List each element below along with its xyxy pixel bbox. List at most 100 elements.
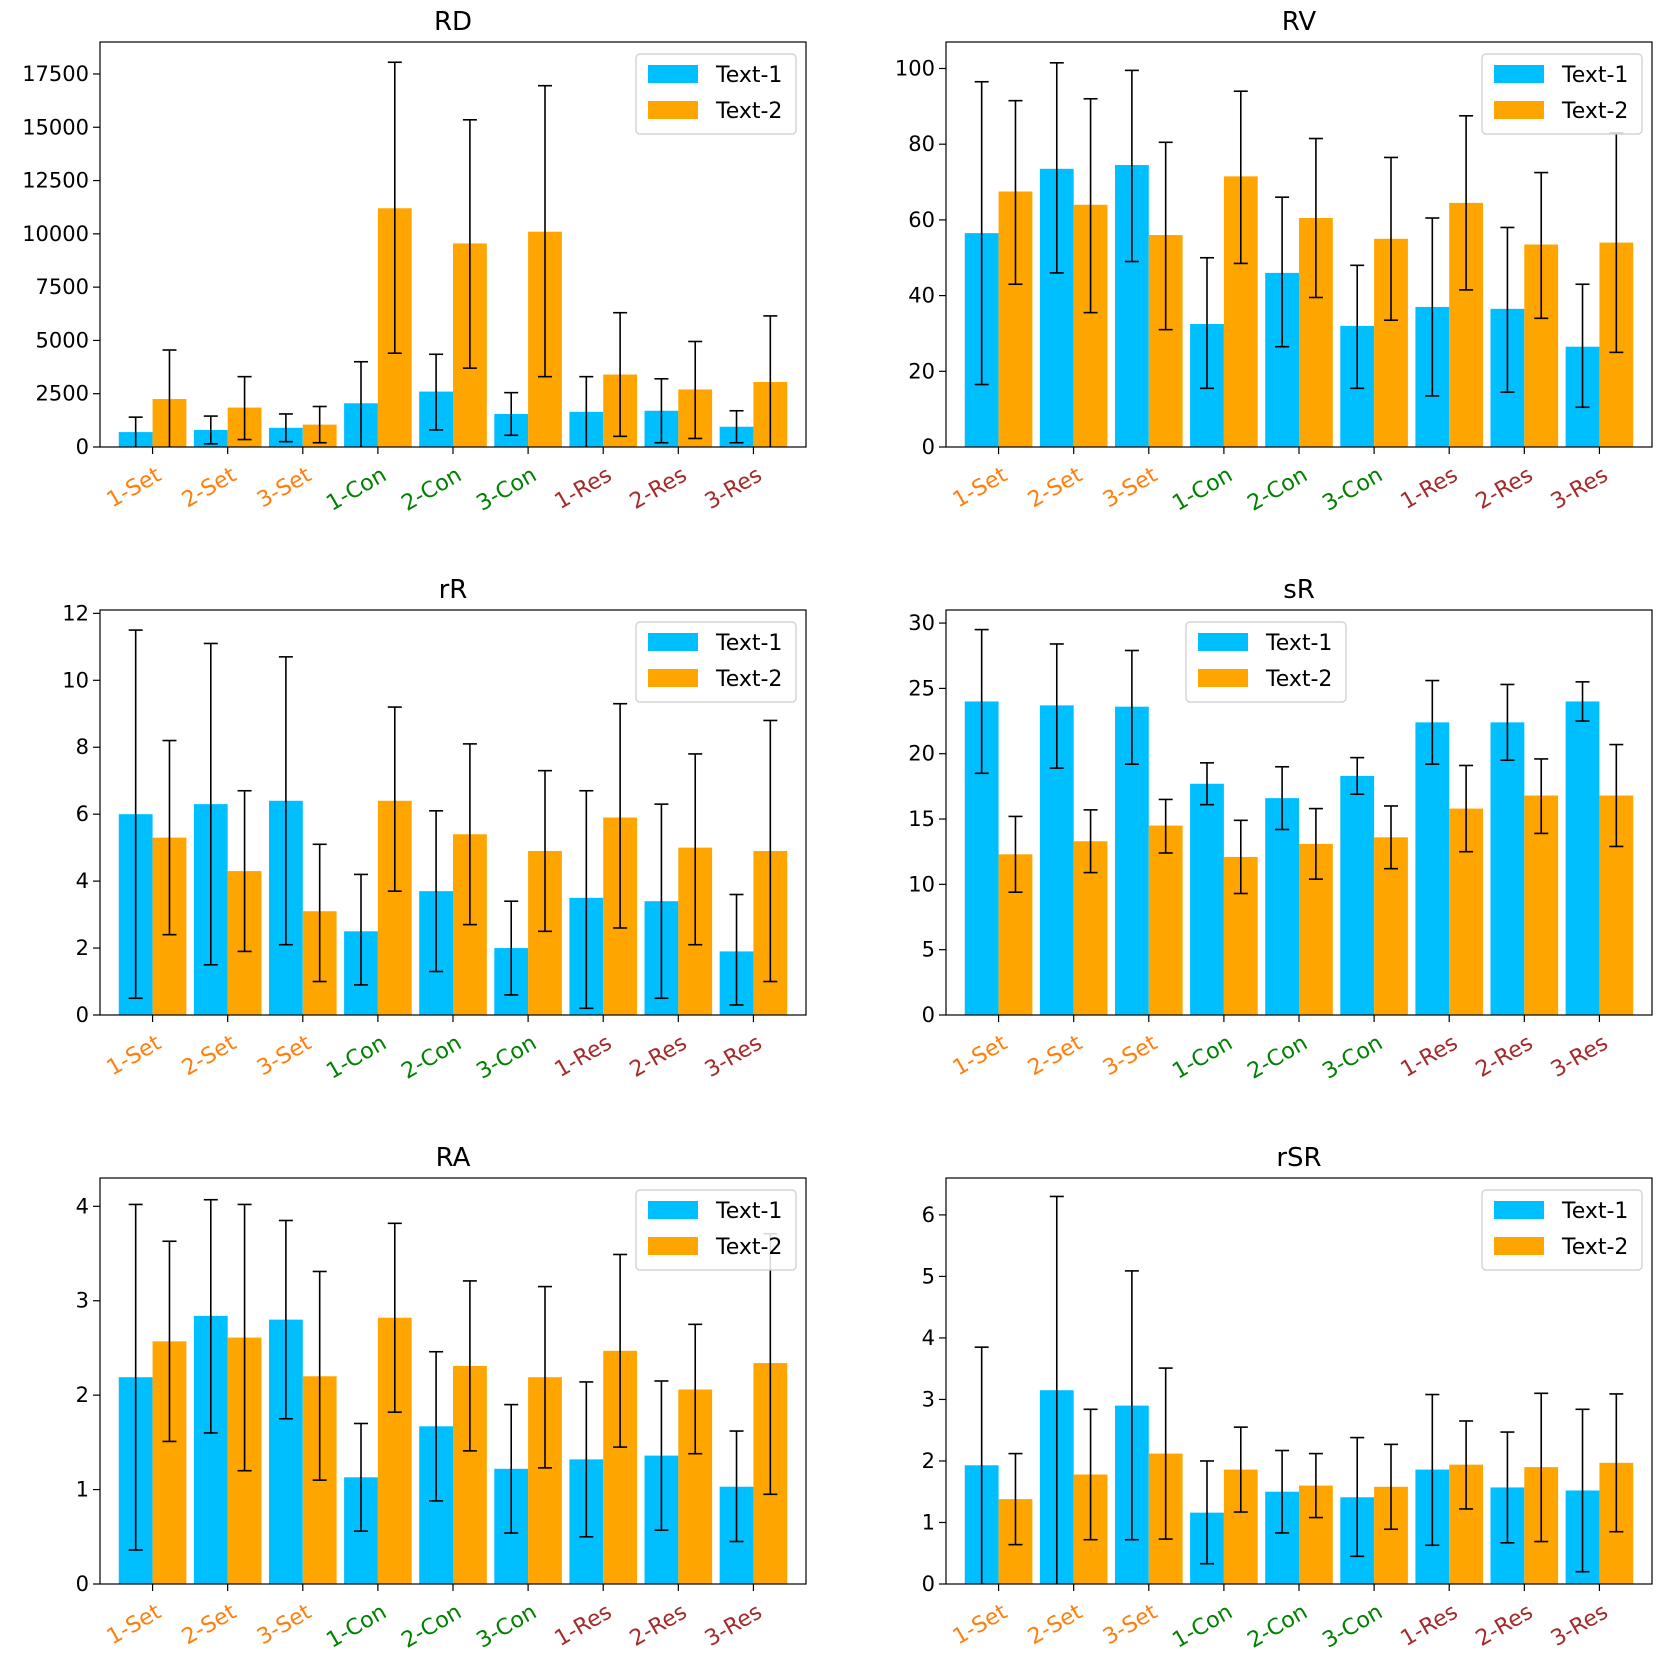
bar-text-1-3-res <box>1565 701 1600 1015</box>
x-category-label: 2-Res <box>626 1031 692 1083</box>
x-category-label: 2-Res <box>626 463 692 515</box>
x-category-label: 3-Set <box>253 1030 316 1081</box>
legend-label-2: Text-2 <box>715 1235 782 1260</box>
x-category-label: 3-Set <box>253 462 316 513</box>
x-category-label: 3-Con <box>1319 1031 1388 1085</box>
y-tick-label: 1 <box>922 1510 935 1534</box>
y-tick-label: 0 <box>76 1572 89 1596</box>
x-category-label: 3-Con <box>473 1031 542 1085</box>
x-category-label: 1-Con <box>322 1031 391 1085</box>
legend-label-2: Text-2 <box>1265 667 1332 692</box>
y-tick-label: 0 <box>922 1003 935 1027</box>
x-category-label: 3-Con <box>473 1600 542 1654</box>
legend: Text-1 Text-2 <box>635 53 797 135</box>
legend-swatch-1 <box>648 65 698 83</box>
x-category-label: 3-Set <box>1099 1599 1162 1650</box>
legend-swatch-1 <box>1198 633 1248 651</box>
legend: Text-1 Text-2 <box>1185 621 1347 703</box>
y-tick-label: 17500 <box>22 62 89 86</box>
y-tick-label: 15 <box>908 807 935 831</box>
y-tick-label: 12 <box>62 601 89 625</box>
panel-title: RA <box>436 1143 471 1173</box>
y-tick-label: 5000 <box>36 328 89 352</box>
x-category-label: 1-Set <box>103 1030 166 1081</box>
x-category-label: 3-Res <box>1547 1600 1613 1652</box>
legend-label-1: Text-1 <box>715 1199 782 1224</box>
panel-title: sR <box>1283 575 1315 605</box>
x-category-label: 3-Res <box>1547 463 1613 515</box>
legend-swatch-2 <box>1494 1237 1544 1255</box>
bar-text-1-1-con <box>1190 783 1224 1015</box>
x-category-label: 3-Res <box>701 1031 767 1083</box>
y-tick-label: 4 <box>76 869 89 893</box>
bar-text-2-3-set <box>1148 825 1183 1015</box>
legend-label-2: Text-2 <box>715 667 782 692</box>
x-category-label: 3-Set <box>1099 462 1162 513</box>
legend: Text-1 Text-2 <box>1481 1189 1643 1271</box>
plot-frame <box>99 609 807 1016</box>
y-tick-label: 8 <box>76 735 89 759</box>
panel-title: rR <box>439 575 468 605</box>
y-tick-label: 100 <box>895 56 935 80</box>
legend-label-1: Text-1 <box>1561 1199 1628 1224</box>
plot-frame <box>945 41 1653 448</box>
legend-label-2: Text-2 <box>1561 99 1628 124</box>
panel-title: RD <box>434 7 472 37</box>
legend-swatch-2 <box>648 669 698 687</box>
y-tick-label: 30 <box>908 611 935 635</box>
y-tick-label: 25 <box>908 676 935 700</box>
legend-swatch-2 <box>1198 669 1248 687</box>
x-category-label: 2-Con <box>397 463 466 517</box>
y-tick-label: 6 <box>922 1203 935 1227</box>
bar-text-1-1-res <box>1415 722 1450 1015</box>
plot-frame <box>99 1177 807 1585</box>
y-tick-label: 3 <box>922 1387 935 1411</box>
legend-label-1: Text-1 <box>715 63 782 88</box>
y-tick-label: 0 <box>76 1003 89 1027</box>
y-tick-label: 3 <box>76 1289 89 1313</box>
x-category-label: 2-Res <box>1472 1031 1538 1083</box>
legend: Text-1 Text-2 <box>635 621 797 703</box>
y-tick-label: 20 <box>908 359 935 383</box>
x-category-label: 3-Con <box>1319 463 1388 517</box>
legend-swatch-2 <box>648 1237 698 1255</box>
bar-text-1-2-res <box>1490 722 1525 1015</box>
x-category-label: 2-Set <box>178 462 241 513</box>
y-tick-label: 4 <box>76 1194 89 1218</box>
y-tick-label: 1 <box>76 1478 89 1502</box>
y-tick-label: 2 <box>76 1383 89 1407</box>
y-tick-label: 2500 <box>36 382 89 406</box>
x-category-label: 2-Set <box>1024 462 1087 513</box>
y-tick-label: 80 <box>908 132 935 156</box>
y-tick-label: 10 <box>62 668 89 692</box>
legend-swatch-2 <box>648 101 698 119</box>
y-tick-label: 60 <box>908 208 935 232</box>
plot-frame <box>945 1177 1653 1585</box>
x-category-label: 2-Res <box>1472 463 1538 515</box>
bar-text-1-2-con <box>1265 798 1299 1015</box>
legend-label-1: Text-1 <box>1561 63 1628 88</box>
panel-rr: rR 0 2 4 6 8 10 12 1-Set 2-Set 3-Set 1-Con 2-Con 3-Co… <box>62 575 807 1085</box>
x-category-label: 3-Con <box>1319 1600 1388 1654</box>
y-tick-label: 15000 <box>22 115 89 139</box>
x-category-label: 1-Res <box>1397 1031 1463 1083</box>
legend-label-1: Text-1 <box>715 631 782 656</box>
panel-rd: RD 0 2500 5000 7500 10000 12500 15000 17500 1-Set… <box>22 7 807 517</box>
panel-ra: RA 0 1 2 3 4 1-Set 2-Set 3-Set 1-Con 2-Con 3-Con 1-R… <box>76 1143 807 1654</box>
y-tick-label: 2 <box>76 936 89 960</box>
y-tick-label: 40 <box>908 284 935 308</box>
x-category-label: 1-Res <box>551 1600 617 1652</box>
legend-swatch-2 <box>1494 101 1544 119</box>
legend-label-2: Text-2 <box>715 99 782 124</box>
x-category-label: 2-Set <box>178 1030 241 1081</box>
x-category-label: 1-Con <box>1168 463 1237 517</box>
x-category-label: 1-Set <box>949 1599 1012 1650</box>
y-tick-label: 0 <box>922 1572 935 1596</box>
y-tick-label: 6 <box>76 802 89 826</box>
x-category-label: 3-Res <box>701 1600 767 1652</box>
panel-rsr: rSR 0 1 2 3 4 5 6 1-Set 2-Set 3-Set 1-Con 2-Con 3-Con… <box>922 1143 1653 1654</box>
y-tick-label: 7500 <box>36 275 89 299</box>
x-category-label: 2-Con <box>397 1031 466 1085</box>
